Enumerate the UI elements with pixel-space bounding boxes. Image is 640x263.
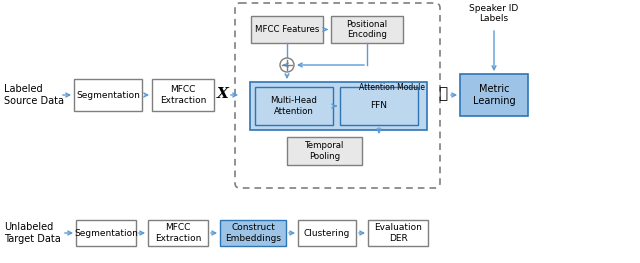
Text: ℤ: ℤ (438, 87, 447, 101)
Text: Labeled
Source Data: Labeled Source Data (4, 84, 64, 106)
Bar (340, 87, 418, 125)
Text: Segmentation: Segmentation (76, 90, 140, 99)
Text: Evaluation
DER: Evaluation DER (374, 223, 422, 243)
Bar (148, 220, 208, 246)
Text: Metric
Learning: Metric Learning (473, 84, 515, 106)
Text: Attention Module: Attention Module (359, 83, 425, 92)
Text: Construct
Embeddings: Construct Embeddings (225, 223, 281, 243)
Bar (331, 16, 403, 43)
Text: FFN: FFN (371, 102, 387, 110)
Bar (460, 74, 528, 116)
Bar (220, 220, 286, 246)
Bar (368, 220, 428, 246)
Text: Unlabeled
Target Data: Unlabeled Target Data (4, 222, 61, 244)
Text: MFCC
Extraction: MFCC Extraction (155, 223, 201, 243)
Bar (255, 87, 333, 125)
Bar (287, 137, 362, 165)
Text: Multi-Head
Attention: Multi-Head Attention (271, 96, 317, 116)
Text: Temporal
Pooling: Temporal Pooling (305, 141, 344, 161)
Circle shape (280, 58, 294, 72)
Text: Positional
Encoding: Positional Encoding (346, 20, 388, 39)
Text: Χ: Χ (217, 87, 229, 101)
Text: MFCC Features: MFCC Features (255, 25, 319, 34)
Text: Clustering: Clustering (304, 229, 350, 237)
Bar (251, 16, 323, 43)
Bar (152, 79, 214, 111)
Bar (250, 82, 427, 130)
Bar (298, 220, 356, 246)
Bar (74, 79, 142, 111)
Text: MFCC
Extraction: MFCC Extraction (160, 85, 206, 105)
Text: Speaker ID
Labels: Speaker ID Labels (469, 4, 518, 23)
Text: Segmentation: Segmentation (74, 229, 138, 237)
Bar (76, 220, 136, 246)
